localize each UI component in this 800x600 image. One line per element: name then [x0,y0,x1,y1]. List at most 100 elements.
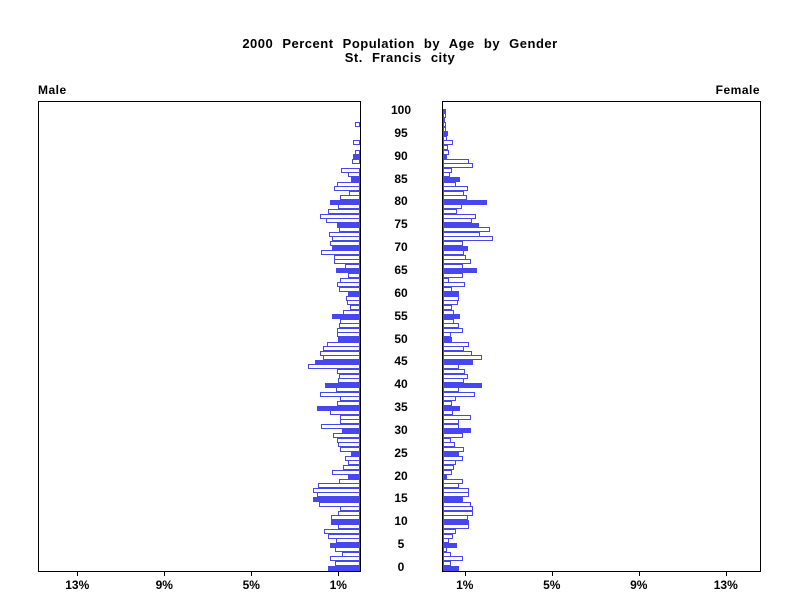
male-bar-age-20 [348,474,360,480]
male-bar-age-19 [339,478,360,484]
percent-tick [77,571,79,576]
female-bar-age-31 [443,423,459,429]
chart-title: 2000 Percent Population by Age by Gender [242,36,558,51]
age-tick-label-5: 5 [397,537,405,552]
male-bar-age-28 [337,437,360,443]
male-bar-age-81 [340,195,360,201]
male-bar-age-85 [351,177,360,183]
female-bar-age-10 [443,519,469,525]
female-bar-age-61 [443,286,452,292]
percent-tick-label-1%: 1% [329,578,347,592]
male-bar-age-76 [326,218,360,224]
male-bar-age-21 [332,469,360,475]
female-bar-age-13 [443,506,473,512]
female-bar-age-63 [443,277,449,283]
male-bar-age-30 [342,428,360,434]
female-bar-age-76 [443,218,472,224]
male-bar-age-90 [353,154,360,160]
female-bar-age-22 [443,464,454,470]
female-bar-age-100 [443,108,446,114]
male-bar-age-56 [343,309,360,315]
percent-tick [725,571,727,576]
age-tick-label-85: 85 [394,171,408,186]
female-bar-age-85 [443,177,460,183]
male-bar-age-50 [338,337,360,342]
male-bar-age-33 [340,414,360,420]
female-bar-age-62 [443,282,465,288]
male-bar-age-39 [336,387,360,393]
female-bar-age-68 [443,254,466,260]
male-bar-age-93 [353,140,360,146]
female-bar-age-9 [443,524,469,530]
male-bar-age-34 [330,410,360,416]
age-tick-label-0: 0 [397,560,405,574]
female-bar-age-60 [443,291,459,297]
male-bar-age-18 [318,483,360,489]
female-bar-age-97 [443,122,446,128]
male-bar-age-79 [338,204,360,210]
female-bar-age-42 [443,373,468,379]
chart-subtitle: St. Francis city [344,50,456,65]
male-bar-age-70 [332,245,360,251]
female-bar-age-5 [443,542,457,548]
male-bar-age-23 [348,460,360,466]
male-bar-age-16 [317,492,360,498]
female-bar-age-17 [443,487,469,493]
age-tick-label-40: 40 [394,377,408,392]
female-bars-panel [442,101,761,572]
male-bar-age-25 [351,451,360,457]
male-bar-age-68 [334,254,360,260]
male-bar-age-47 [320,350,360,356]
female-bar-age-94 [443,135,447,141]
female-bar-age-55 [443,314,460,320]
age-tick-label-80: 80 [394,194,408,209]
male-bar-age-64 [348,273,360,279]
female-bar-age-53 [443,323,459,329]
male-bar-age-8 [324,528,360,534]
female-bar-age-74 [443,227,490,233]
female-bar-age-30 [443,428,471,434]
age-tick-label-10: 10 [394,514,408,529]
female-bar-age-25 [443,451,459,457]
female-bar-age-7 [443,533,453,539]
male-bar-age-17 [313,487,360,493]
female-bar-age-89 [443,158,469,164]
female-bar-age-27 [443,442,455,448]
male-bars-panel [38,101,361,572]
female-panel-label: Female [715,83,760,97]
male-bar-age-80 [330,199,360,205]
female-bar-age-99 [443,113,446,119]
male-bar-age-82 [349,190,360,196]
female-bar-age-29 [443,432,463,438]
male-bar-age-73 [329,231,360,237]
male-bar-age-53 [339,323,360,329]
male-bar-age-15 [313,496,360,502]
male-bar-age-32 [340,419,360,425]
female-bar-age-92 [443,145,448,151]
age-tick-label-55: 55 [394,308,408,323]
male-bar-age-75 [337,222,360,228]
female-bar-age-38 [443,391,475,397]
male-bar-age-2 [330,556,360,562]
age-tick-label-75: 75 [394,217,408,232]
male-bar-age-7 [328,533,360,539]
female-bar-age-59 [443,295,459,301]
female-bar-age-36 [443,400,452,406]
female-bar-age-23 [443,460,456,466]
female-bar-age-43 [443,368,465,374]
female-bar-age-80 [443,199,487,205]
male-bar-age-44 [308,364,360,370]
male-bar-age-60 [348,291,360,297]
male-bar-age-87 [341,167,360,173]
female-bar-age-51 [443,332,451,338]
male-bar-age-89 [352,158,360,164]
female-bar-age-49 [443,341,469,347]
female-bar-age-8 [443,528,456,534]
female-bar-age-81 [443,195,467,201]
age-tick-label-45: 45 [394,354,408,369]
female-bar-age-37 [443,396,456,402]
male-bar-age-66 [345,263,360,269]
male-bar-age-74 [339,227,360,233]
male-bar-age-54 [340,318,360,324]
